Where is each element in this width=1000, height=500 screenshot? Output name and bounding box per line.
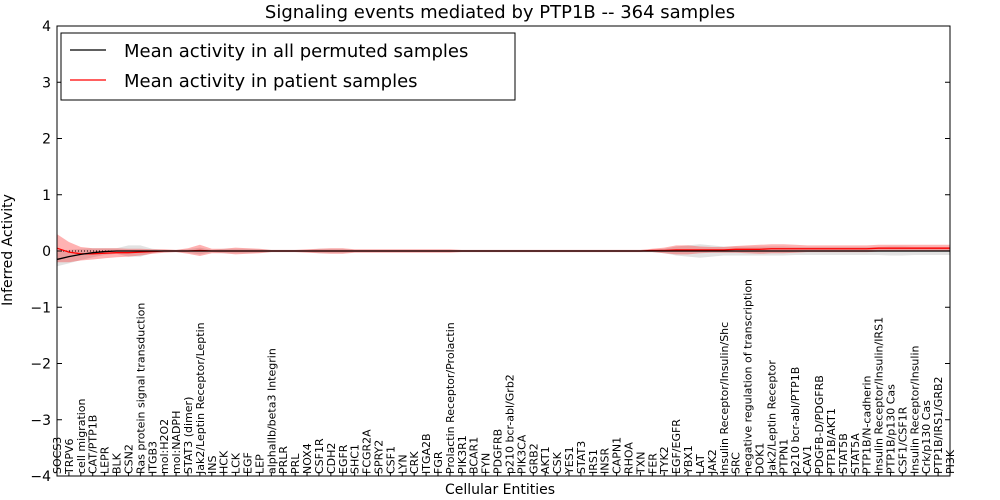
x-axis-label: Cellular Entities xyxy=(445,482,555,498)
entity-label: AKT1 xyxy=(539,446,552,474)
entity-label: Insulin Receptor/Insulin xyxy=(908,345,921,474)
entity-label: Crk/p130 Cas xyxy=(920,400,933,474)
entity-label: PTP1B/p130 Cas xyxy=(884,384,897,474)
entity-label: Insulin Receptor/Insulin/IRS1 xyxy=(873,317,886,474)
entity-label: STAT5A xyxy=(849,433,862,474)
entity-label: PTP1B/IRS1/GRB2 xyxy=(932,376,945,474)
entity-label: PIK3R1 xyxy=(456,435,469,474)
entity-label: TXN xyxy=(634,452,647,475)
entity-label: CSF1/CSF1R xyxy=(896,406,909,474)
entity-label: Ras protein signal transduction xyxy=(134,303,147,474)
entity-label: INS xyxy=(206,456,219,474)
entity-label: BCAR1 xyxy=(468,437,481,474)
entity-label: EGF/EGFR xyxy=(670,419,683,474)
entity-label: negative regulation of transcription xyxy=(742,279,755,474)
y-tick-label: 3 xyxy=(42,75,51,91)
entity-label: PDGFRB xyxy=(492,429,505,474)
y-tick-label: 1 xyxy=(42,188,51,204)
entity-label: PTP1B/AKT1 xyxy=(825,408,838,474)
entity-label: FCGR2A xyxy=(361,429,374,474)
entity-label: alphaIIb/beta3 Integrin xyxy=(265,348,278,474)
entity-label: SPRY2 xyxy=(372,440,385,474)
legend-box xyxy=(60,32,516,101)
entity-label: BLK xyxy=(111,452,124,474)
entity-label: LYN xyxy=(396,454,409,474)
entity-label: SOCS3 xyxy=(51,437,64,474)
x-axis xyxy=(56,472,951,476)
entity-label: HCK xyxy=(218,450,231,474)
y-axis-label: Inferred Activity xyxy=(0,194,16,306)
line-permuted xyxy=(56,250,950,261)
entity-label: STAT5B xyxy=(837,433,850,474)
entity-label: STAT3 xyxy=(575,441,588,474)
entity-label: ITGA2B xyxy=(420,433,433,474)
series-lines xyxy=(56,247,950,261)
entity-label: LEPR xyxy=(99,446,112,474)
legend-label-permuted: Mean activity in all permuted samples xyxy=(124,41,468,62)
y-tick-label: −4 xyxy=(30,469,51,485)
entity-label: EGF xyxy=(242,452,255,474)
chart-title: Signaling events mediated by PTP1B -- 36… xyxy=(265,2,735,23)
entity-label: Prolactin Receptor/Prolactin xyxy=(444,322,457,474)
y-tick-label: −2 xyxy=(30,357,51,373)
y-axis: −4 −3 −2 −1 0 1 2 3 4 xyxy=(30,19,950,485)
entity-label: CSN2 xyxy=(122,444,135,474)
entity-label: LEP xyxy=(253,454,266,474)
entity-label: PTP1B/N-cadherin xyxy=(861,375,874,474)
entity-label: p210 bcr-abl/Grb2 xyxy=(503,374,516,474)
entity-label: IRS1 xyxy=(587,449,600,474)
entity-label: PDGFB-D/PDGFRB xyxy=(813,375,826,474)
confidence-bands xyxy=(57,234,950,267)
entity-label: Jak2/Leptin Receptor xyxy=(765,360,778,475)
entity-label: FYN xyxy=(480,453,493,474)
entity-label: CSK xyxy=(551,451,564,474)
entity-label: ITGB3 xyxy=(146,441,159,474)
entity-label: cell migration xyxy=(75,398,88,474)
entity-label: NOX4 xyxy=(301,443,314,474)
legend-label-patient: Mean activity in patient samples xyxy=(124,71,418,92)
entity-label: CSF1 xyxy=(384,446,397,474)
entity-label: JAK2 xyxy=(706,449,719,475)
entity-label: Insulin Receptor/Insulin/Shc xyxy=(718,322,731,474)
entity-label: PRLR xyxy=(277,446,290,474)
entity-label: CDH2 xyxy=(325,443,338,474)
y-tick-label: 2 xyxy=(42,132,51,148)
entity-label: mol:H2O2 xyxy=(158,419,171,474)
entity-label: SHC1 xyxy=(349,444,362,474)
entity-label: PIK3CA xyxy=(515,434,528,474)
entity-label: CSF1R xyxy=(313,438,326,474)
entity-label: EGFR xyxy=(337,444,350,474)
y-tick-label: −3 xyxy=(30,413,51,429)
entity-label: mol:NADPH xyxy=(170,411,183,474)
entity-label: GRB2 xyxy=(527,443,540,474)
entity-label: DOK1 xyxy=(753,443,766,474)
entity-label: CAT/PTP1B xyxy=(87,415,100,474)
entity-label: LAT xyxy=(694,454,707,474)
entity-label: p210 bcr-abl/PTP1B xyxy=(789,367,802,474)
entity-label: TYK2 xyxy=(658,446,671,475)
entity-label: LCK xyxy=(230,452,243,474)
y-tick-label: 0 xyxy=(42,244,51,260)
entity-label: RHOA xyxy=(623,442,636,474)
entity-label: PTPN1 xyxy=(777,439,790,474)
y-tick-label: −1 xyxy=(30,300,51,316)
entity-label: TRPV6 xyxy=(63,438,76,475)
entity-label: SRC xyxy=(730,452,743,474)
entity-label: Jak2/Leptin Receptor/Leptin xyxy=(194,322,207,475)
entity-label: FER xyxy=(646,453,659,474)
entity-label: PI3K xyxy=(944,449,957,474)
entity-label: PRL xyxy=(289,453,302,474)
entity-label: CAV1 xyxy=(801,445,814,474)
entity-label: STAT3 (dimer) xyxy=(182,397,195,474)
legend: Mean activity in all permuted samples Me… xyxy=(60,32,516,101)
entity-label: YBX1 xyxy=(682,445,695,475)
y-tick-label: 4 xyxy=(42,19,51,35)
entity-label: CAPN1 xyxy=(611,437,624,474)
entity-label: YES1 xyxy=(563,446,576,475)
entity-label: INSR xyxy=(599,448,612,474)
entity-label: CRK xyxy=(408,451,421,474)
entity-label: FGR xyxy=(432,451,445,474)
